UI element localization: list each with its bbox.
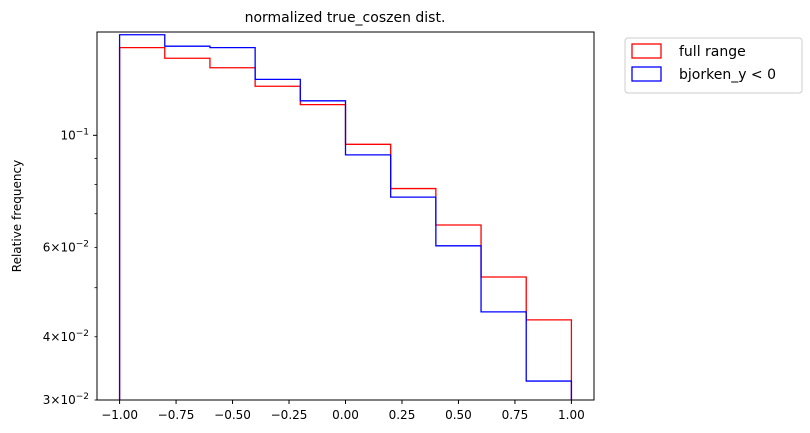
x-tick-label: 0.75 bbox=[502, 408, 529, 422]
y-tick-label: 6×10−2 bbox=[43, 240, 89, 255]
plot-background bbox=[97, 32, 594, 400]
x-tick-label: −0.75 bbox=[158, 408, 195, 422]
y-tick-label: 3×10−2 bbox=[43, 392, 89, 407]
x-tick-label: 0.50 bbox=[445, 408, 472, 422]
x-tick-label: 0.00 bbox=[332, 408, 359, 422]
series-step-1 bbox=[118, 34, 573, 400]
y-axis: 10−1 3×10−2 4×10−2 6×10−2 bbox=[43, 127, 97, 407]
series-layer bbox=[118, 34, 573, 400]
x-tick-label: −1.00 bbox=[101, 408, 138, 422]
y-axis-label: Relative frequency bbox=[10, 160, 24, 272]
legend: full range bjorken_y < 0 bbox=[624, 37, 803, 94]
legend-label-bjorken-y: bjorken_y < 0 bbox=[679, 67, 776, 83]
legend-label-full-range: full range bbox=[679, 44, 746, 60]
y-tick-label: 4×10−2 bbox=[43, 329, 89, 344]
x-tick-label: 1.00 bbox=[558, 408, 585, 422]
y-tick-label: 10−1 bbox=[60, 127, 89, 142]
x-axis: −1.00 −0.75 −0.50 −0.25 0.00 0.25 0.50 0.75 1.00 bbox=[101, 400, 585, 422]
x-tick-label: −0.25 bbox=[271, 408, 308, 422]
legend-swatch-bjorken-y bbox=[631, 66, 662, 82]
legend-swatch-full-range bbox=[631, 43, 662, 59]
legend-frame bbox=[624, 37, 803, 94]
chart-title: normalized true_coszen dist. bbox=[245, 10, 446, 26]
x-tick-label: −0.50 bbox=[214, 408, 251, 422]
x-tick-label: 0.25 bbox=[389, 408, 416, 422]
plot-area bbox=[96, 31, 595, 401]
